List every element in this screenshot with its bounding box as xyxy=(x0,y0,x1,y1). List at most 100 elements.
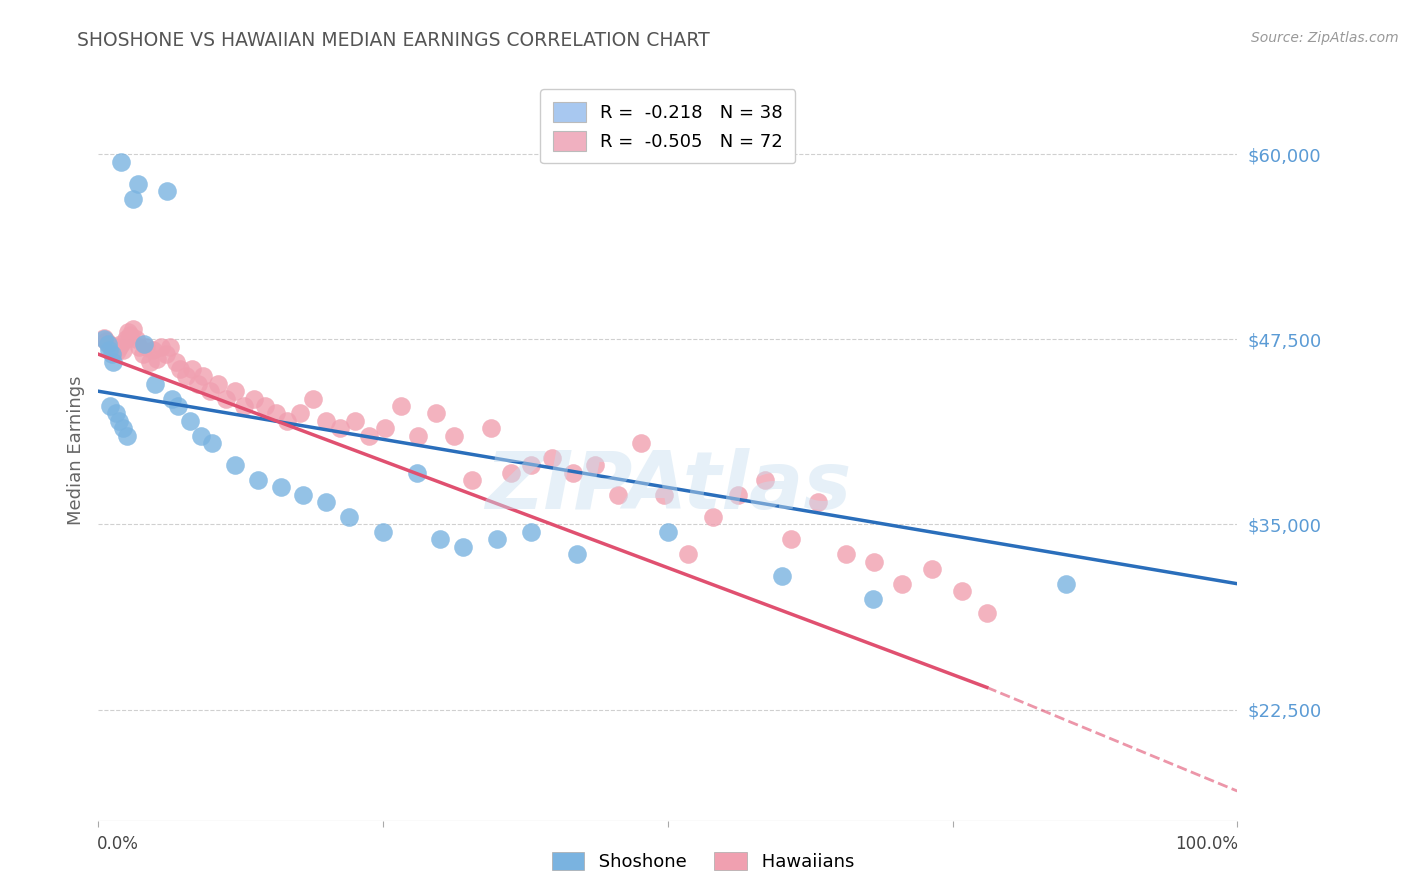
Point xyxy=(657,524,679,539)
Point xyxy=(97,343,120,357)
Point xyxy=(770,569,793,583)
Point xyxy=(165,354,187,368)
Point xyxy=(863,554,886,569)
Point xyxy=(520,524,543,539)
Point xyxy=(128,340,150,354)
Point xyxy=(408,428,430,442)
Text: ZIPAtlas: ZIPAtlas xyxy=(485,449,851,526)
Point xyxy=(891,576,914,591)
Point xyxy=(103,354,125,368)
Point xyxy=(108,340,131,354)
Point xyxy=(315,414,337,428)
Point xyxy=(142,343,165,357)
Point xyxy=(179,414,201,428)
Point xyxy=(96,336,118,351)
Point xyxy=(201,436,224,450)
Point xyxy=(754,473,776,487)
Point xyxy=(451,540,474,554)
Point xyxy=(156,184,179,198)
Point xyxy=(198,384,221,399)
Point xyxy=(132,347,155,361)
Point xyxy=(425,407,447,421)
Point xyxy=(98,338,121,352)
Point xyxy=(630,436,652,450)
Point xyxy=(329,421,352,435)
Point xyxy=(270,480,292,494)
Point xyxy=(93,332,115,346)
Text: 100.0%: 100.0% xyxy=(1175,836,1239,854)
Point xyxy=(499,466,522,480)
Point xyxy=(112,421,135,435)
Text: Source: ZipAtlas.com: Source: ZipAtlas.com xyxy=(1251,31,1399,45)
Point xyxy=(117,325,139,339)
Point xyxy=(105,344,128,359)
Point xyxy=(727,488,749,502)
Point xyxy=(371,524,394,539)
Point xyxy=(174,369,197,384)
Point xyxy=(253,399,276,413)
Point xyxy=(565,547,588,561)
Point xyxy=(702,510,724,524)
Point xyxy=(186,376,208,391)
Point xyxy=(125,332,148,346)
Point xyxy=(315,495,337,509)
Point xyxy=(167,399,190,413)
Point xyxy=(276,414,298,428)
Point xyxy=(486,533,509,547)
Point xyxy=(104,407,127,421)
Point xyxy=(190,428,212,442)
Point xyxy=(101,341,124,355)
Point xyxy=(406,466,429,480)
Point xyxy=(374,421,396,435)
Point xyxy=(224,458,246,473)
Point xyxy=(807,495,830,509)
Point xyxy=(135,340,157,354)
Point xyxy=(224,384,246,399)
Point xyxy=(301,392,323,406)
Point xyxy=(678,547,700,561)
Point xyxy=(159,340,181,354)
Point xyxy=(169,362,191,376)
Point xyxy=(461,473,484,487)
Point xyxy=(145,351,167,366)
Point xyxy=(606,488,628,502)
Text: SHOSHONE VS HAWAIIAN MEDIAN EARNINGS CORRELATION CHART: SHOSHONE VS HAWAIIAN MEDIAN EARNINGS COR… xyxy=(77,31,710,50)
Point xyxy=(862,591,884,606)
Point xyxy=(520,458,543,473)
Point xyxy=(108,414,131,428)
Point xyxy=(180,362,202,376)
Point xyxy=(779,533,801,547)
Point xyxy=(112,343,135,357)
Point xyxy=(103,343,125,357)
Point xyxy=(97,336,120,351)
Point xyxy=(120,328,142,343)
Point xyxy=(583,458,606,473)
Point xyxy=(98,399,121,413)
Point xyxy=(114,332,136,346)
Point xyxy=(246,473,269,487)
Point xyxy=(155,347,177,361)
Point xyxy=(101,347,124,361)
Point xyxy=(443,428,465,442)
Legend: R =  -0.218   N = 38, R =  -0.505   N = 72: R = -0.218 N = 38, R = -0.505 N = 72 xyxy=(540,89,796,163)
Point xyxy=(207,376,229,391)
Point xyxy=(243,392,266,406)
Point xyxy=(288,407,311,421)
Text: 0.0%: 0.0% xyxy=(97,836,139,854)
Point xyxy=(540,450,562,465)
Point xyxy=(921,562,943,576)
Point xyxy=(132,336,155,351)
Point xyxy=(138,354,160,368)
Point xyxy=(215,392,238,406)
Point xyxy=(110,154,132,169)
Point xyxy=(343,414,366,428)
Point xyxy=(127,177,149,191)
Point xyxy=(93,331,115,345)
Point xyxy=(121,192,143,206)
Point xyxy=(1054,576,1078,591)
Legend:  Shoshone,  Hawaiians: Shoshone, Hawaiians xyxy=(544,845,862,879)
Point xyxy=(150,340,173,354)
Point xyxy=(110,336,132,351)
Y-axis label: Median Earnings: Median Earnings xyxy=(66,376,84,525)
Point xyxy=(115,428,138,442)
